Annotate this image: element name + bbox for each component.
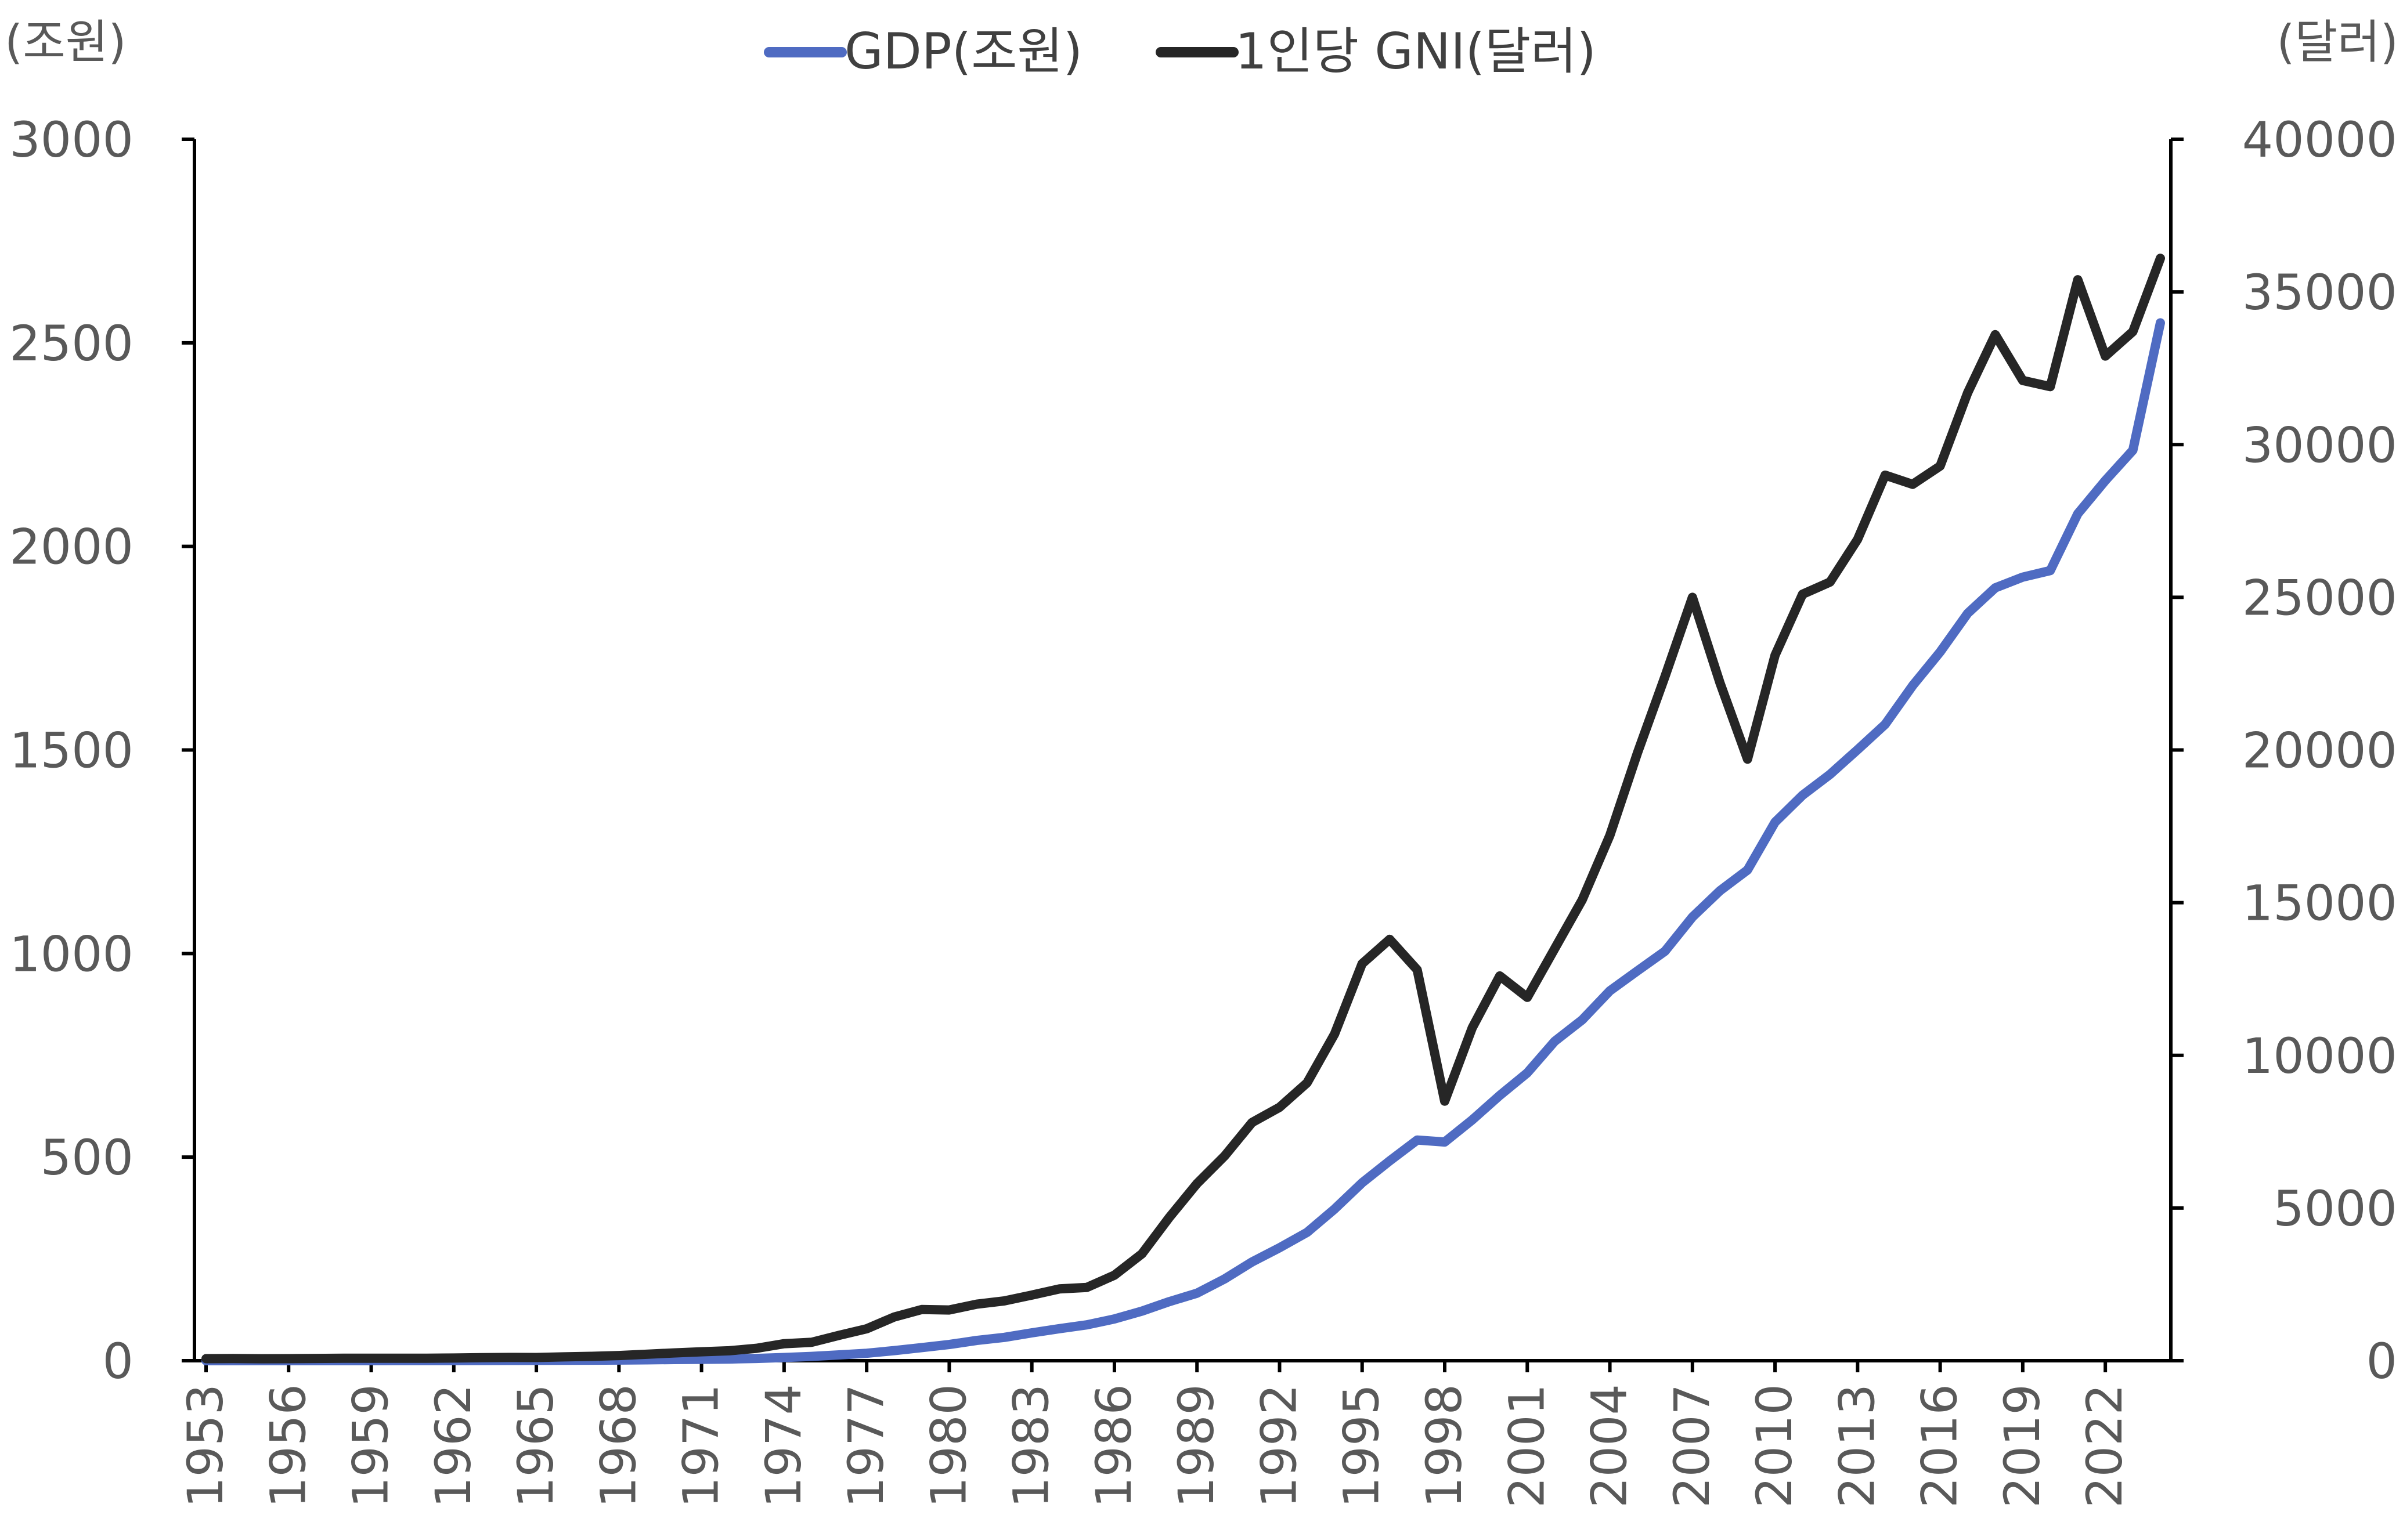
legend: GDP(조원) 1인당 GNI(달러) [764, 23, 1596, 81]
data-point-gni [811, 1342, 812, 1343]
right-tick-label: 15000 [2242, 875, 2397, 932]
right-tick-label: 0 [2366, 1333, 2397, 1390]
data-point-gni [233, 1358, 234, 1359]
left-tick-label: 500 [41, 1129, 134, 1186]
legend-label-gdp: GDP(조원) [845, 23, 1083, 81]
data-point-gdp [1499, 1095, 1500, 1096]
data-point-gni [701, 1351, 702, 1353]
x-tick-label: 2016 [1911, 1384, 1968, 1508]
data-point-gni [1692, 597, 1693, 598]
data-point-gdp [1554, 1040, 1556, 1042]
right-tick-label: 5000 [2273, 1180, 2397, 1237]
data-point-gdp [1527, 1072, 1528, 1073]
right-axis-unit-label: (달러) [2276, 15, 2398, 69]
data-point-gni [1279, 1107, 1280, 1108]
data-point-gni [1334, 1033, 1335, 1035]
x-tick-label: 1953 [177, 1384, 234, 1508]
right-tick-label: 40000 [2242, 111, 2397, 168]
data-point-gni [2050, 386, 2051, 387]
data-point-gni [1747, 758, 1748, 760]
x-tick-label: 1989 [1168, 1384, 1225, 1508]
data-point-gni [2160, 258, 2161, 259]
data-point-gdp [756, 1358, 757, 1359]
data-point-gni [1499, 975, 1500, 977]
x-tick-label: 1983 [1003, 1384, 1060, 1508]
x-tick-label: 2004 [1581, 1384, 1638, 1508]
x-tick-label: 2007 [1664, 1384, 1720, 1508]
x-tick-label: 1992 [1250, 1384, 1307, 1508]
series-line-gni [201, 254, 2165, 1364]
data-point-gdp [1059, 1328, 1060, 1329]
data-point-gni [1774, 655, 1776, 656]
data-point-gni [2022, 380, 2023, 381]
data-point-gni [1582, 899, 1583, 900]
data-point-gdp [1774, 822, 1776, 823]
right-tick-label: 25000 [2242, 569, 2397, 626]
left-tick-label: 0 [103, 1333, 134, 1390]
left-tick-label: 2500 [9, 315, 134, 372]
x-tick-label: 1962 [425, 1384, 482, 1508]
data-point-gni [508, 1357, 510, 1358]
x-tick-label: 1968 [590, 1384, 647, 1508]
data-point-gni [1802, 594, 1803, 595]
x-tick-label: 2010 [1746, 1384, 1803, 1508]
data-point-gni [481, 1357, 482, 1358]
data-point-gdp [811, 1356, 812, 1357]
data-point-gni [288, 1358, 289, 1359]
data-point-gdp [2105, 480, 2106, 481]
right-tick-label: 20000 [2242, 722, 2397, 779]
data-point-gni [1995, 334, 1996, 335]
data-point-gni [756, 1348, 757, 1349]
data-point-gdp [728, 1358, 730, 1360]
x-tick-label: 1974 [755, 1384, 812, 1508]
right-tick-label: 10000 [2242, 1028, 2397, 1084]
data-point-gdp [1251, 1261, 1253, 1263]
x-tick-label: 1965 [507, 1384, 564, 1508]
x-tick-label: 2001 [1498, 1384, 1555, 1508]
data-point-gdp [1802, 795, 1803, 796]
x-tick-label: 1959 [342, 1384, 399, 1508]
data-point-gdp [976, 1340, 977, 1341]
right-tick-label: 35000 [2242, 264, 2397, 321]
x-tick-label: 2013 [1828, 1384, 1885, 1508]
left-axis-unit-label: (조원) [5, 15, 127, 69]
left-tick-label: 3000 [9, 111, 134, 168]
x-tick-label: 1956 [259, 1384, 316, 1508]
left-tick-label: 1000 [9, 926, 134, 982]
data-point-gdp [1857, 749, 1858, 750]
data-point-gni [1004, 1300, 1005, 1302]
data-point-gni [1251, 1122, 1253, 1123]
data-point-gni [728, 1350, 730, 1351]
x-tick-label: 1980 [920, 1384, 977, 1508]
x-tick-label: 1995 [1333, 1384, 1390, 1508]
x-tick-label: 1977 [838, 1384, 894, 1508]
data-point-gni [1554, 948, 1556, 949]
left-y-ticks: 0 500 1000 1500 2000 2500 3000 [9, 111, 194, 1390]
right-y-ticks: 0 5000 10000 15000 20000 25000 30000 35000 40000 [2171, 111, 2397, 1390]
left-tick-label: 1500 [9, 722, 134, 779]
series-lines [201, 254, 2165, 1365]
data-point-gni [536, 1357, 537, 1358]
right-tick-label: 30000 [2242, 417, 2397, 473]
x-tick-label: 1998 [1416, 1384, 1473, 1508]
x-tick-label: 1986 [1085, 1384, 1142, 1508]
data-point-gni [205, 1358, 207, 1359]
data-point-gdp [2050, 570, 2051, 571]
x-tick-label: 2019 [1994, 1384, 2051, 1508]
legend-label-gni: 1인당 GNI(달러) [1235, 23, 1596, 81]
left-tick-label: 2000 [9, 519, 134, 576]
data-point-gni [1857, 538, 1858, 540]
data-point-gdp [701, 1359, 702, 1360]
data-point-gdp [948, 1344, 950, 1345]
x-tick-label: 1971 [673, 1384, 730, 1508]
x-ticks: 1953 1956 1959 1962 1965 1968 1971 1974 1977 1980… [177, 1361, 2133, 1508]
x-tick-label: 2022 [2076, 1384, 2133, 1508]
